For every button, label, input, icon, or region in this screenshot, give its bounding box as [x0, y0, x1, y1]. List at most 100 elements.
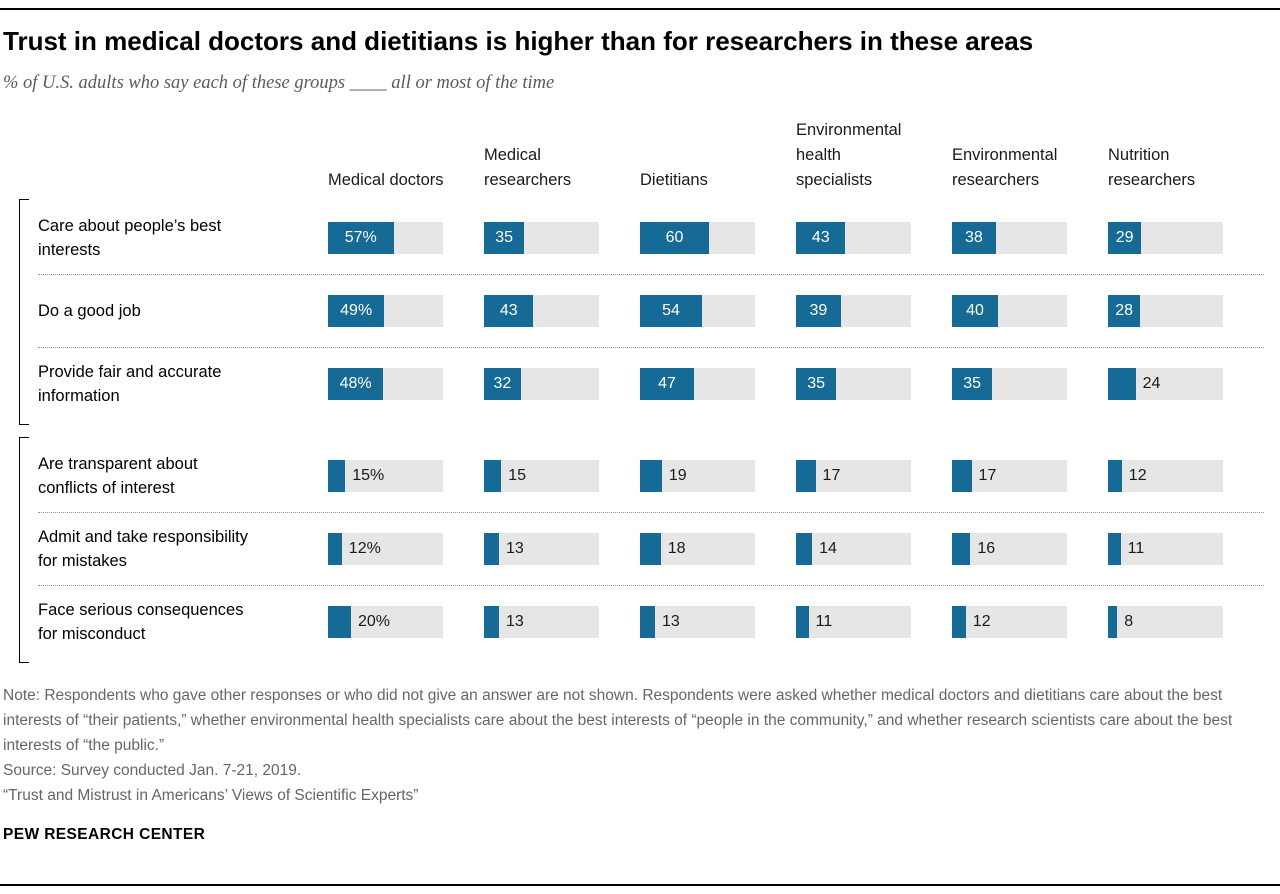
- row-label: Provide fair and accurate information: [38, 362, 222, 405]
- bar-cell: 17: [796, 459, 952, 492]
- bar-cell: 17: [952, 459, 1108, 492]
- bar-cell: 11: [1108, 532, 1264, 565]
- bar: 35: [484, 221, 525, 254]
- dotted-divider: [38, 346, 1264, 348]
- bar-cell: 48%: [328, 367, 484, 400]
- bar-cell: 35: [796, 367, 952, 400]
- bar-track: 48%: [328, 367, 443, 400]
- bar-value: 43: [499, 301, 518, 319]
- bar: 43: [796, 221, 846, 254]
- row-label: Care about people’s best interests: [38, 216, 222, 259]
- bar-value: 15%: [352, 466, 385, 484]
- bar-cell: 18: [640, 532, 796, 565]
- bar: [328, 605, 351, 638]
- bar-cell: 60: [640, 221, 796, 254]
- bar: [796, 532, 813, 565]
- bar-cell: 35: [952, 367, 1108, 400]
- bar: 57%: [328, 221, 394, 254]
- bar-value: 39: [809, 301, 828, 319]
- bar-track: 47: [640, 367, 755, 400]
- row-group-bracket-bottom: [19, 436, 29, 663]
- bar: [328, 532, 342, 565]
- bar-track: 11: [1108, 532, 1223, 565]
- bar: [640, 459, 662, 492]
- column-header-row: Medical doctors Medical researchers Dietit…: [38, 118, 1264, 193]
- bar: 40: [952, 294, 998, 327]
- bar-cell: 12: [952, 605, 1108, 638]
- bar-cell: 29: [1108, 221, 1264, 254]
- column-header: Nutrition researchers: [1108, 145, 1196, 189]
- bar-track: 13: [484, 605, 599, 638]
- bar-cell: 15%: [328, 459, 484, 492]
- bar: 29: [1108, 221, 1142, 254]
- bar-track: 35: [484, 221, 599, 254]
- bar-value: 12: [1128, 466, 1147, 484]
- bar: 54: [640, 294, 703, 327]
- bar: [952, 605, 966, 638]
- bar-value: 60: [665, 228, 684, 246]
- bar-track: 12: [952, 605, 1067, 638]
- chart-row: Care about people’s best interests 57% 35 6…: [38, 203, 1264, 273]
- bar-track: 54: [640, 294, 755, 327]
- chart-subtitle: % of U.S. adults who say each of these g…: [3, 72, 555, 93]
- bar-track: 43: [484, 294, 599, 327]
- dotted-divider: [38, 273, 1264, 275]
- bar-track: 17: [796, 459, 911, 492]
- content: Trust in medical doctors and dietitians …: [0, 26, 1280, 844]
- top-rule: [0, 8, 1280, 10]
- bar-value: 19: [668, 466, 687, 484]
- bar-track: 8: [1108, 605, 1223, 638]
- bar: 38: [952, 221, 996, 254]
- bar: [640, 605, 655, 638]
- bar-value: 35: [495, 228, 514, 246]
- bar: [796, 605, 809, 638]
- bar: 39: [796, 294, 841, 327]
- bar-value: 49%: [340, 301, 373, 319]
- bar-value: 48%: [339, 374, 372, 392]
- bar: [484, 532, 499, 565]
- chart-row: Are transparent about conflicts of inter…: [38, 441, 1264, 511]
- bar-value: 15: [508, 466, 527, 484]
- bar-cell: 20%: [328, 605, 484, 638]
- bar-track: 18: [640, 532, 755, 565]
- bar-track: 19: [640, 459, 755, 492]
- bar-track: 57%: [328, 221, 443, 254]
- bar-value: 17: [978, 466, 997, 484]
- bar-track: 24: [1108, 367, 1223, 400]
- bar-value: 28: [1115, 301, 1133, 319]
- bar-value: 13: [505, 539, 524, 557]
- bar-cell: 15: [484, 459, 640, 492]
- row-group-bracket-top: [19, 198, 29, 425]
- bar-track: 12: [1108, 459, 1223, 492]
- chart-row: Face serious consequences for misconduct…: [38, 587, 1264, 657]
- bar-value: 40: [966, 301, 984, 319]
- bar-track: 35: [952, 367, 1067, 400]
- bar-value: 13: [661, 612, 680, 630]
- bar: [952, 459, 972, 492]
- bar-value: 24: [1142, 374, 1161, 392]
- bar-cell: 12: [1108, 459, 1264, 492]
- bar-track: 16: [952, 532, 1067, 565]
- bar-track: 12%: [328, 532, 443, 565]
- bar-value: 18: [667, 539, 686, 557]
- note-text: Note: Respondents who gave other respons…: [3, 686, 1233, 754]
- bar: 48%: [328, 367, 384, 400]
- dotted-divider: [38, 511, 1264, 513]
- bar-value: 13: [505, 612, 524, 630]
- bar-track: 60: [640, 221, 755, 254]
- bar-cell: 24: [1108, 367, 1264, 400]
- bar-cell: 38: [952, 221, 1108, 254]
- bar-track: 15: [484, 459, 599, 492]
- report-title: “Trust and Mistrust in Americans’ Views …: [3, 786, 419, 804]
- bar: [952, 532, 971, 565]
- bar-value: 57%: [344, 228, 377, 246]
- chart-row: Do a good job 49% 43 54 39 40 28: [38, 276, 1264, 346]
- chart-area: Medical doctors Medical researchers Dietit…: [3, 118, 1264, 663]
- bar-grid: Medical doctors Medical researchers Dietit…: [38, 118, 1264, 657]
- column-header: Dietitians: [640, 170, 708, 189]
- bar-value: 17: [822, 466, 841, 484]
- bar-cell: 8: [1108, 605, 1264, 638]
- bar-track: 14: [796, 532, 911, 565]
- bar: [484, 605, 499, 638]
